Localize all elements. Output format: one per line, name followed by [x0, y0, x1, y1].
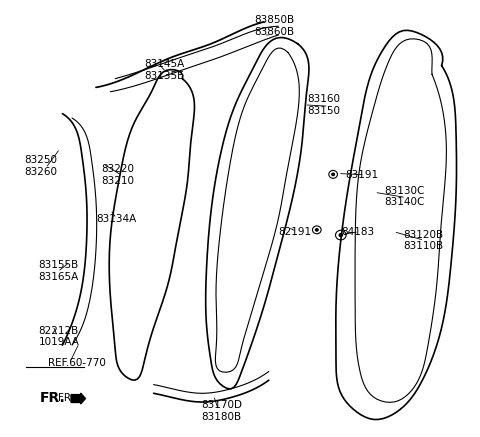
Text: 83220
83210: 83220 83210 [101, 164, 134, 186]
Text: 82212B
1019AA: 82212B 1019AA [38, 326, 79, 347]
Text: 83850B
83860B: 83850B 83860B [254, 15, 295, 37]
Circle shape [339, 234, 342, 236]
Circle shape [315, 229, 318, 231]
Text: 83130C
83140C: 83130C 83140C [384, 186, 424, 208]
Text: 83134A: 83134A [96, 214, 136, 223]
Circle shape [332, 173, 335, 176]
Text: 83145A
83135E: 83145A 83135E [144, 59, 184, 81]
Text: 82191: 82191 [278, 227, 312, 236]
Text: 83191: 83191 [346, 170, 379, 180]
Text: 83120B
83110B: 83120B 83110B [403, 229, 444, 251]
Text: REF.60-770: REF.60-770 [48, 358, 106, 368]
Text: 83160
83150: 83160 83150 [307, 94, 340, 116]
FancyArrow shape [71, 393, 85, 404]
Text: FR.: FR. [58, 393, 73, 402]
Text: 83155B
83165A: 83155B 83165A [38, 260, 79, 282]
Text: 84183: 84183 [341, 227, 374, 236]
Text: 83170D
83180B: 83170D 83180B [202, 400, 242, 422]
Text: 83250
83260: 83250 83260 [24, 155, 57, 177]
Text: FR.: FR. [39, 391, 65, 405]
